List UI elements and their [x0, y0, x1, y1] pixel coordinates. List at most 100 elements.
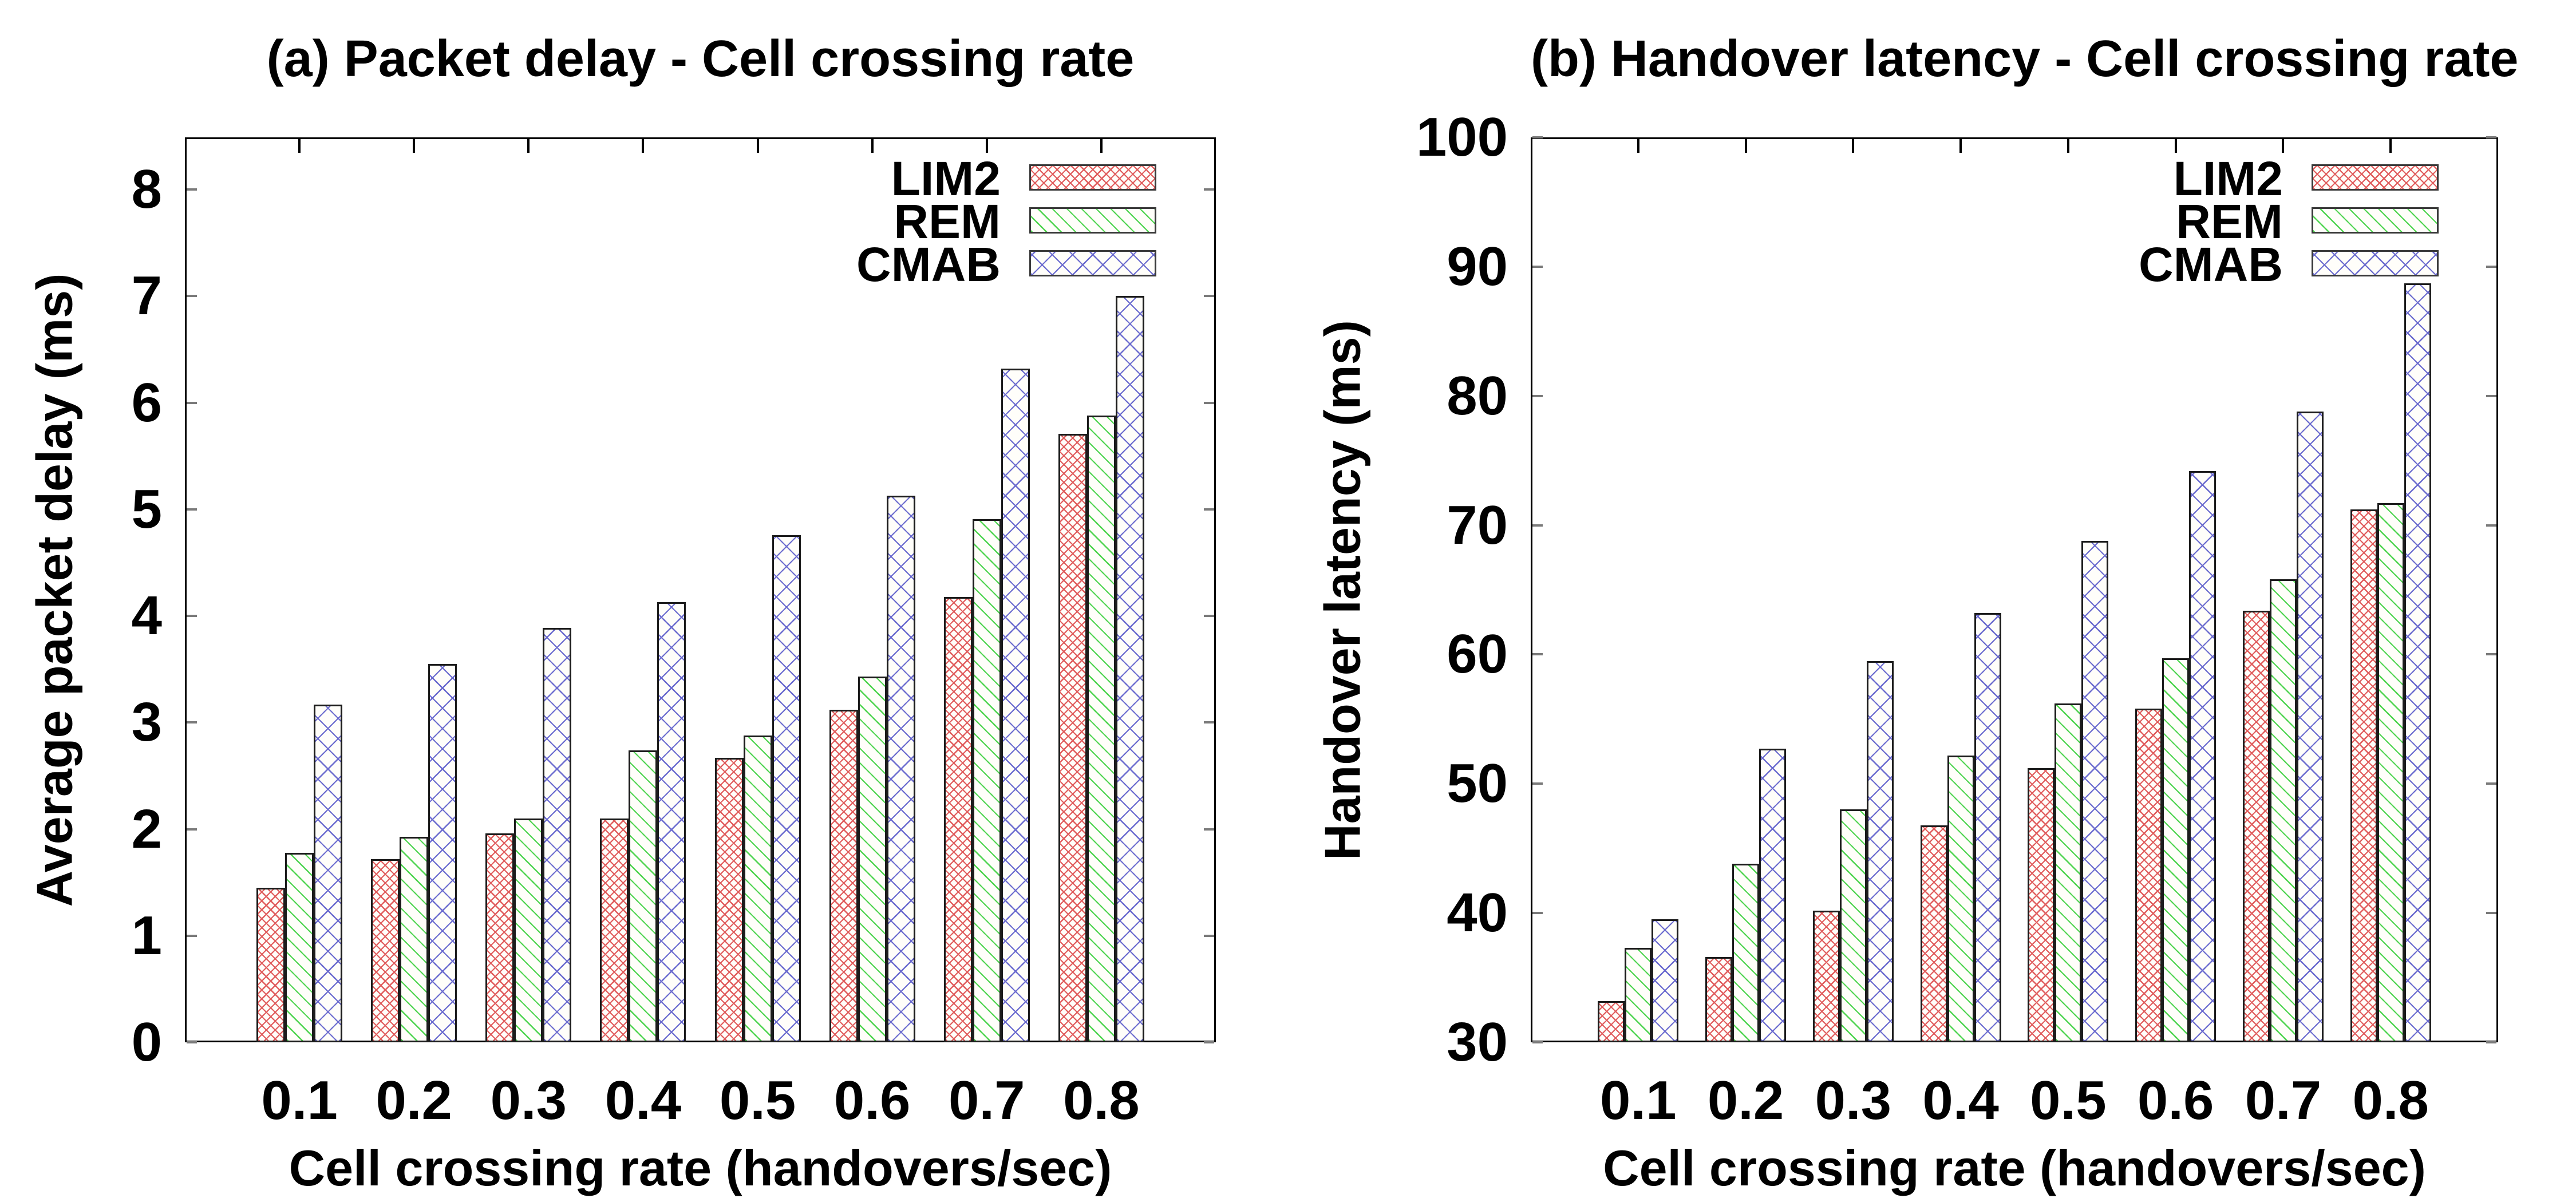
bar-rem-0.7 — [973, 519, 1001, 1042]
x-tick-label: 0.3 — [490, 1070, 567, 1131]
x-tick-top — [2389, 139, 2392, 153]
y-tick-label: 6 — [131, 371, 162, 433]
y-tick-label: 40 — [1447, 882, 1508, 944]
x-tick-top — [1637, 139, 1639, 153]
bar-lim2-0.3 — [485, 833, 514, 1042]
x-tick-top — [2282, 139, 2285, 153]
bar-cmab-0.5 — [772, 535, 801, 1042]
x-tick-top — [1100, 139, 1103, 153]
x-tick-label: 0.2 — [1707, 1070, 1784, 1131]
y-tick — [187, 934, 197, 937]
legend-label-lim2: LIM2 — [891, 152, 1001, 205]
y-tick-mirror — [1204, 401, 1214, 404]
bar-lim2-0.7 — [944, 597, 973, 1042]
chart-b-title: (b) Handover latency - Cell crossing rat… — [1531, 30, 2519, 88]
bar-rem-0.2 — [400, 837, 428, 1042]
bar-cmab-0.3 — [543, 628, 571, 1042]
y-tick-label: 100 — [1416, 106, 1508, 168]
bar-lim2-0.7 — [2243, 611, 2270, 1042]
y-tick-label: 8 — [131, 159, 162, 220]
bar-lim2-0.4 — [600, 819, 629, 1042]
legend-label-cmab: CMAB — [2139, 238, 2283, 291]
bar-rem-0.6 — [2162, 658, 2189, 1042]
chart-a-title: (a) Packet delay - Cell crossing rate — [266, 30, 1135, 88]
legend-label-lim2: LIM2 — [2173, 152, 2283, 205]
y-tick-label: 1 — [131, 904, 162, 966]
y-tick — [187, 295, 197, 298]
plot-frame — [185, 137, 1216, 1042]
x-tick-label: 0.7 — [949, 1070, 1025, 1131]
y-tick — [1532, 912, 1543, 915]
x-tick-label: 0.5 — [2030, 1070, 2107, 1131]
y-tick — [187, 508, 197, 511]
y-tick-mirror — [1204, 721, 1214, 724]
y-tick-label: 80 — [1447, 365, 1508, 426]
y-tick-label: 3 — [131, 691, 162, 753]
x-tick-top — [1959, 139, 1962, 153]
y-tick-mirror — [2486, 265, 2496, 268]
y-tick — [1532, 265, 1543, 268]
y-tick — [1532, 653, 1543, 656]
x-tick-top — [527, 139, 530, 153]
x-tick-top — [642, 139, 645, 153]
x-tick-top — [298, 139, 301, 153]
bar-cmab-0.7 — [1001, 369, 1030, 1042]
x-tick-top — [985, 139, 988, 153]
y-tick — [1532, 394, 1543, 397]
bar-rem-0.7 — [2270, 579, 2297, 1042]
y-tick-mirror — [1204, 188, 1214, 191]
bar-lim2-0.6 — [2135, 709, 2162, 1042]
y-tick — [1532, 524, 1543, 527]
bar-rem-0.2 — [1732, 864, 1759, 1042]
bar-rem-0.4 — [629, 750, 657, 1042]
bar-cmab-0.4 — [1974, 613, 2001, 1042]
y-tick-mirror — [1204, 295, 1214, 298]
bar-cmab-0.8 — [2404, 283, 2431, 1042]
bar-rem-0.4 — [1947, 756, 1974, 1042]
x-tick-top — [1744, 139, 1747, 153]
chart-a-x-axis-label: Cell crossing rate (handovers/sec) — [289, 1140, 1112, 1196]
x-tick-top — [2174, 139, 2177, 153]
y-tick-mirror — [1204, 828, 1214, 831]
y-tick — [187, 828, 197, 831]
bar-lim2-0.2 — [371, 859, 400, 1042]
legend-swatch-rem — [2312, 207, 2439, 234]
bar-lim2-0.2 — [1705, 957, 1732, 1042]
bar-rem-0.5 — [2055, 703, 2081, 1042]
y-tick-label: 0 — [131, 1011, 162, 1073]
bar-lim2-0.8 — [1058, 434, 1087, 1042]
x-tick-label: 0.8 — [1063, 1070, 1140, 1131]
bar-rem-0.1 — [1625, 948, 1652, 1042]
y-tick — [1532, 136, 1543, 139]
y-tick-mirror — [2486, 912, 2496, 915]
bar-cmab-0.8 — [1116, 296, 1144, 1042]
legend-swatch-cmab — [1029, 250, 1156, 276]
y-tick-label: 4 — [131, 585, 162, 647]
bar-cmab-0.5 — [2081, 541, 2108, 1042]
x-tick-label: 0.1 — [261, 1070, 338, 1131]
x-tick-top — [756, 139, 759, 153]
bar-lim2-0.5 — [715, 758, 744, 1042]
legend-swatch-cmab — [2312, 250, 2439, 276]
x-tick-label: 0.7 — [2245, 1070, 2322, 1131]
y-tick-label: 60 — [1447, 623, 1508, 685]
chart-b-x-axis-label: Cell crossing rate (handovers/sec) — [1603, 1140, 2426, 1196]
x-tick-label: 0.4 — [605, 1070, 682, 1131]
bar-rem-0.5 — [744, 736, 772, 1042]
y-tick-mirror — [1204, 508, 1214, 511]
bar-cmab-0.2 — [1759, 749, 1786, 1042]
bar-cmab-0.6 — [2189, 471, 2216, 1042]
x-tick-label: 0.8 — [2352, 1070, 2429, 1131]
bar-lim2-0.1 — [256, 888, 285, 1042]
y-tick — [187, 188, 197, 191]
bar-rem-0.6 — [858, 677, 887, 1042]
y-tick-mirror — [2486, 653, 2496, 656]
y-tick-mirror — [2486, 782, 2496, 785]
legend-label-rem: REM — [894, 195, 1001, 248]
x-tick-top — [871, 139, 874, 153]
y-tick-label: 50 — [1447, 753, 1508, 814]
y-tick-mirror — [1204, 1041, 1214, 1043]
legend-label-cmab: CMAB — [856, 238, 1001, 291]
y-tick — [187, 721, 197, 724]
